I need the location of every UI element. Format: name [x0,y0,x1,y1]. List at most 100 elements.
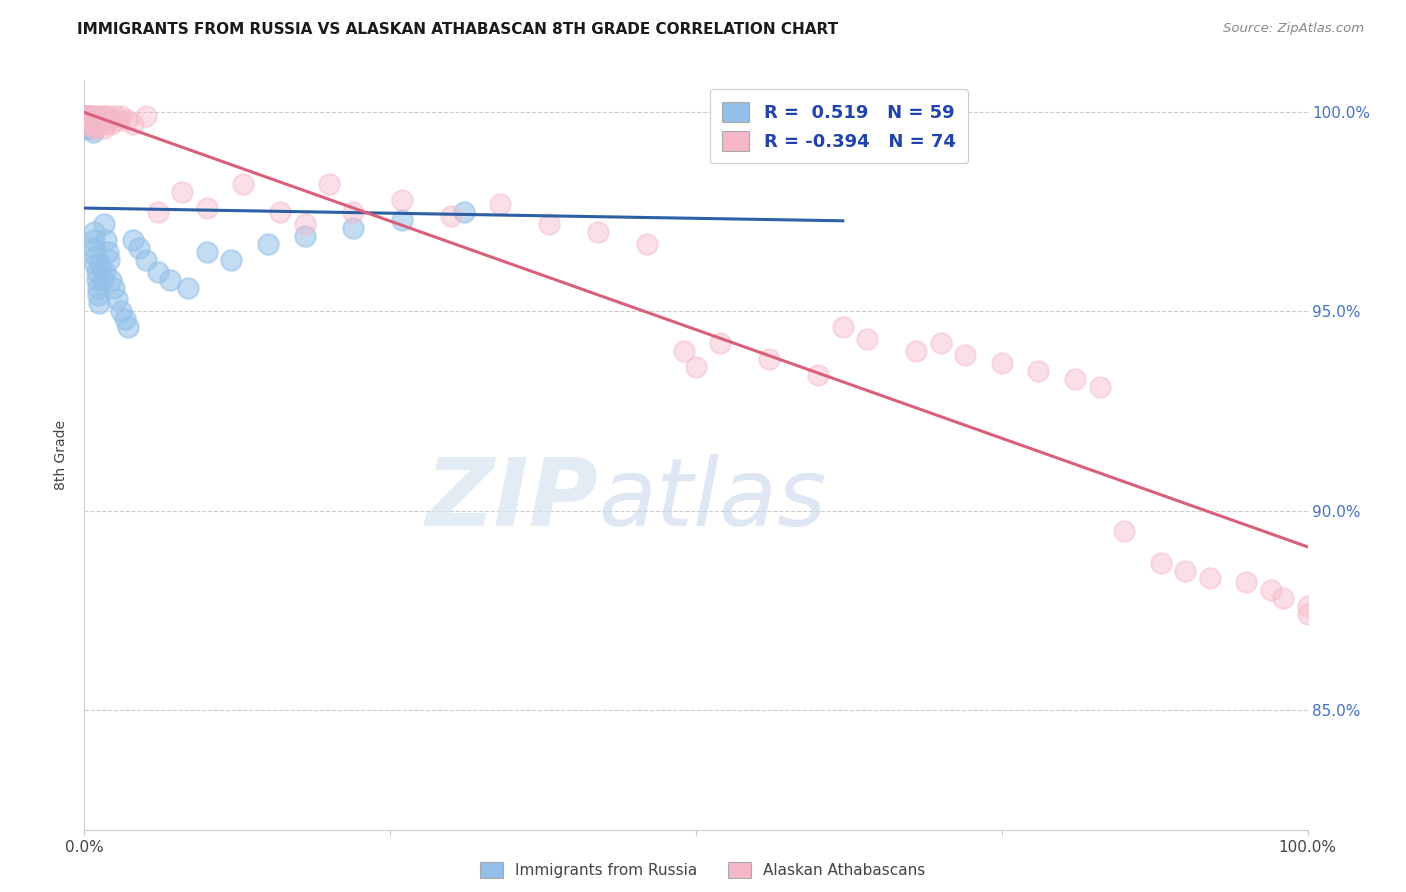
Point [1028,364,1050,378]
Point [77,113,100,128]
Point [86,272,108,286]
Point [219,252,242,267]
Point [83,109,105,123]
Point [294,217,316,231]
Point [104,109,127,123]
Point [87,296,110,310]
Point [80,109,103,123]
Point [86,117,108,131]
Point [758,352,780,367]
Point [117,320,139,334]
Point [1296,599,1319,614]
Point [146,264,169,278]
Point [91,272,114,286]
Point [172,185,194,199]
Point [1088,380,1111,394]
Point [1064,372,1087,386]
Point [100,117,122,131]
Point [257,236,280,251]
Point [76,113,98,128]
Point [86,264,108,278]
Point [96,117,118,131]
Point [195,201,218,215]
Point [79,113,101,128]
Point [114,312,136,326]
Point [177,280,200,294]
Point [636,236,658,251]
Point [77,109,100,123]
Point [87,109,110,123]
Text: IMMIGRANTS FROM RUSSIA VS ALASKAN ATHABASCAN 8TH GRADE CORRELATION CHART: IMMIGRANTS FROM RUSSIA VS ALASKAN ATHABA… [77,22,838,37]
Point [87,280,110,294]
Point [77,117,100,131]
Point [122,233,145,247]
Point [453,204,475,219]
Point [80,121,103,136]
Point [97,113,120,128]
Point [107,113,129,128]
Point [93,217,115,231]
Y-axis label: 8th Grade: 8th Grade [55,420,69,490]
Point [195,244,218,259]
Point [77,117,100,131]
Point [128,241,150,255]
Point [87,288,110,302]
Point [391,212,413,227]
Point [269,204,291,219]
Point [97,109,120,123]
Point [110,304,132,318]
Point [77,109,100,123]
Point [91,109,114,123]
Point [84,257,107,271]
Point [1114,524,1136,538]
Point [105,293,128,307]
Point [159,272,181,286]
Point [83,241,105,255]
Point [79,109,101,123]
Point [82,121,104,136]
Point [672,344,695,359]
Point [538,217,561,231]
Point [807,368,830,383]
Point [77,121,100,136]
Point [80,117,103,131]
Point [115,113,138,128]
Point [991,356,1014,370]
Legend: R =  0.519   N = 59, R = -0.394   N = 74: R = 0.519 N = 59, R = -0.394 N = 74 [710,89,969,163]
Point [75,113,97,128]
Point [1198,572,1220,586]
Point [1150,556,1173,570]
Point [342,220,364,235]
Point [89,117,111,131]
Point [391,193,413,207]
Point [80,117,103,131]
Point [103,280,125,294]
Point [110,109,132,123]
Point [76,117,98,131]
Point [1272,591,1295,606]
Point [77,109,100,123]
Point [440,209,463,223]
Point [82,113,104,128]
Point [77,109,100,123]
Text: ZIP: ZIP [425,454,598,546]
Point [84,121,107,136]
Point [76,109,98,123]
Point [100,272,122,286]
Point [1296,607,1319,622]
Point [122,117,145,131]
Point [79,121,101,136]
Point [83,225,105,239]
Point [318,177,340,191]
Point [84,113,107,128]
Point [86,109,108,123]
Point [489,197,512,211]
Point [1236,575,1258,590]
Point [709,336,731,351]
Point [75,109,97,123]
Point [89,257,111,271]
Point [586,225,609,239]
Point [342,204,364,219]
Point [135,252,157,267]
Point [90,113,112,128]
